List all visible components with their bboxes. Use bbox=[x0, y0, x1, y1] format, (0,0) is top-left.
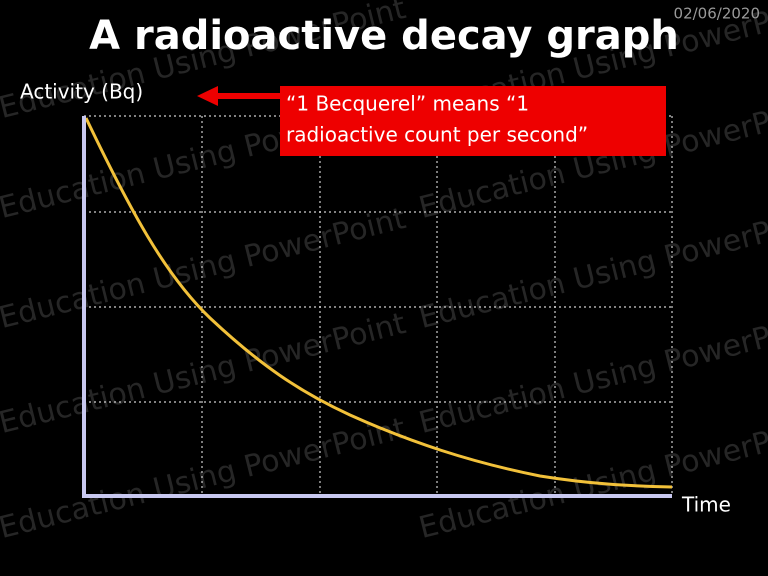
y-axis-label: Activity (Bq) bbox=[20, 80, 143, 104]
callout-text: radioactive count per second” bbox=[286, 123, 588, 147]
slide-title: A radioactive decay graph bbox=[89, 13, 679, 59]
x-axis-label: Time bbox=[681, 493, 731, 517]
arrowhead bbox=[197, 86, 218, 106]
date: 02/06/2020 bbox=[674, 5, 760, 23]
decay-curve bbox=[84, 117, 673, 489]
callout-text: “1 Becquerel” means “1 bbox=[286, 92, 529, 116]
callout-box bbox=[280, 86, 666, 156]
